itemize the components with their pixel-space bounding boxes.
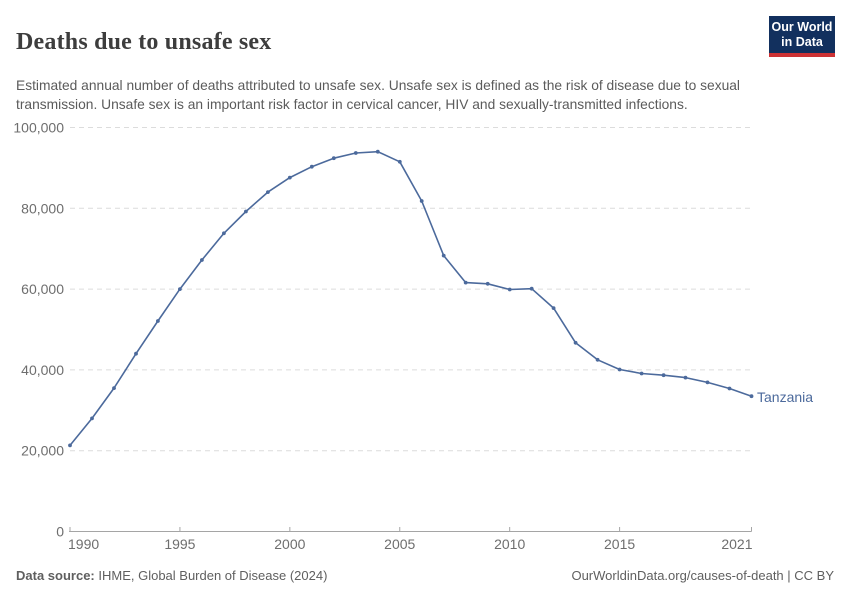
data-point[interactable] [112,386,116,390]
line-chart: 0 20,000 40,000 60,000 80,000 100,000 1990 1995… [13,120,754,552]
data-point[interactable] [661,373,666,378]
data-point[interactable] [507,287,512,292]
chart-subtitle: Estimated annual number of deaths attrib… [16,77,740,113]
credit-link[interactable]: OurWorldinData.org/causes-of-death | CC … [571,568,834,583]
x-tick-label: 1995 [164,536,195,552]
chart-title: Deaths due to unsafe sex [16,29,272,56]
x-tick-label: 2010 [494,536,525,552]
data-point[interactable] [287,175,292,180]
y-tick-label: 80,000 [21,200,64,216]
x-tick-label: 2000 [274,536,305,552]
data-point[interactable] [529,286,534,291]
data-point[interactable] [441,253,446,258]
data-point[interactable] [683,375,688,380]
y-tick-label: 40,000 [21,362,64,378]
data-point[interactable] [485,281,490,286]
y-tick-label: 60,000 [21,281,64,297]
data-point[interactable] [178,287,182,291]
data-point[interactable] [595,357,600,362]
data-point[interactable] [331,156,336,161]
data-point[interactable] [727,386,732,391]
data-point[interactable] [266,190,270,194]
data-point[interactable] [463,280,468,285]
data-point[interactable] [309,164,314,169]
x-tick-label: 2005 [384,536,415,552]
data-point[interactable] [353,151,358,155]
series-label-tanzania: Tanzania [757,389,814,405]
chart-footer: Data source: IHME, Global Burden of Dise… [16,568,834,583]
data-point[interactable] [244,209,248,214]
data-point[interactable] [573,340,578,345]
data-source-label: Data source: [16,568,95,583]
data-point[interactable] [222,231,226,236]
data-point[interactable] [749,394,754,399]
data-point[interactable] [617,367,622,372]
owid-logo: Our World in Data [769,16,835,57]
y-tick-label: 0 [56,524,64,540]
y-tick-label: 20,000 [21,443,64,459]
data-point[interactable] [397,159,402,164]
data-point[interactable] [90,416,94,421]
x-tick-label: 2015 [604,536,635,552]
data-line-tanzania [69,150,753,447]
data-point[interactable] [375,149,380,154]
data-point[interactable] [200,258,204,262]
y-tick-label: 100,000 [13,120,64,136]
data-point[interactable] [551,306,556,310]
data-source-note: Data source: IHME, Global Burden of Dise… [16,568,327,583]
data-point[interactable] [639,371,644,376]
data-point[interactable] [68,443,72,448]
data-point[interactable] [705,380,710,385]
data-source-value: IHME, Global Burden of Disease (2024) [94,568,328,583]
chart-area: 0 20,000 40,000 60,000 80,000 100,000 1990 1995… [0,113,850,563]
data-point[interactable] [419,199,424,203]
owid-logo-line2: in Data [781,34,823,49]
data-point[interactable] [156,319,160,323]
owid-logo-line1: Our World [771,20,833,34]
x-tick-label: 2021 [721,536,752,552]
data-point[interactable] [134,351,138,356]
x-tick-label: 1990 [68,536,99,552]
